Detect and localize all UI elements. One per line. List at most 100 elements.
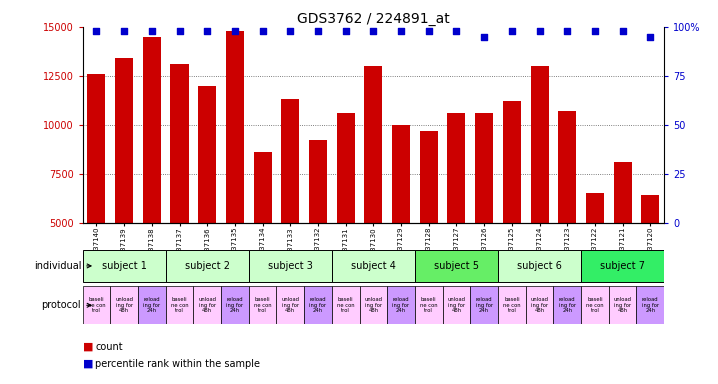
Text: reload
ing for
24h: reload ing for 24h: [642, 297, 659, 313]
Bar: [193, 286, 221, 324]
Bar: [138, 286, 166, 324]
Bar: [248, 286, 276, 324]
Bar: [332, 250, 415, 282]
Text: subject 2: subject 2: [185, 261, 230, 271]
Text: subject 1: subject 1: [102, 261, 146, 271]
Text: unload
ing for
48h: unload ing for 48h: [198, 297, 216, 313]
Bar: [447, 113, 465, 223]
Text: protocol: protocol: [42, 300, 81, 310]
Bar: [281, 99, 299, 223]
Text: subject 3: subject 3: [268, 261, 313, 271]
Point: [506, 28, 518, 34]
Point: [451, 28, 462, 34]
Bar: [226, 31, 244, 223]
Bar: [221, 286, 248, 324]
Point: [229, 28, 241, 34]
Bar: [442, 286, 470, 324]
Bar: [581, 286, 609, 324]
Text: unload
ing for
48h: unload ing for 48h: [364, 297, 383, 313]
Text: baseli
ne con
trol: baseli ne con trol: [337, 297, 355, 313]
Point: [396, 28, 407, 34]
Point: [202, 28, 213, 34]
Text: baseli
ne con
trol: baseli ne con trol: [503, 297, 521, 313]
Point: [284, 28, 296, 34]
Text: unload
ing for
48h: unload ing for 48h: [531, 297, 549, 313]
Bar: [581, 250, 664, 282]
Text: baseli
ne con
trol: baseli ne con trol: [586, 297, 604, 313]
Title: GDS3762 / 224891_at: GDS3762 / 224891_at: [297, 12, 449, 26]
Bar: [392, 125, 410, 223]
Text: subject 5: subject 5: [434, 261, 479, 271]
Bar: [253, 152, 271, 223]
Point: [118, 28, 130, 34]
Bar: [609, 286, 636, 324]
Bar: [415, 250, 498, 282]
Text: baseli
ne con
trol: baseli ne con trol: [88, 297, 106, 313]
Bar: [170, 64, 189, 223]
Bar: [166, 250, 248, 282]
Bar: [526, 286, 554, 324]
Bar: [166, 286, 193, 324]
Point: [146, 28, 157, 34]
Text: unload
ing for
48h: unload ing for 48h: [115, 297, 133, 313]
Bar: [415, 286, 442, 324]
Text: baseli
ne con
trol: baseli ne con trol: [253, 297, 271, 313]
Text: unload
ing for
48h: unload ing for 48h: [447, 297, 465, 313]
Bar: [332, 286, 360, 324]
Bar: [304, 286, 332, 324]
Bar: [88, 74, 106, 223]
Text: unload
ing for
48h: unload ing for 48h: [281, 297, 299, 313]
Point: [312, 28, 324, 34]
Point: [589, 28, 601, 34]
Bar: [83, 250, 166, 282]
Text: subject 4: subject 4: [351, 261, 396, 271]
Text: count: count: [95, 342, 123, 352]
Bar: [558, 111, 577, 223]
Point: [645, 33, 656, 40]
Bar: [276, 286, 304, 324]
Bar: [337, 113, 355, 223]
Bar: [554, 286, 581, 324]
Text: reload
ing for
24h: reload ing for 24h: [475, 297, 493, 313]
Text: reload
ing for
24h: reload ing for 24h: [144, 297, 160, 313]
Bar: [364, 66, 383, 223]
Bar: [83, 286, 111, 324]
Point: [257, 28, 269, 34]
Bar: [614, 162, 632, 223]
Bar: [115, 58, 133, 223]
Bar: [420, 131, 438, 223]
Point: [423, 28, 434, 34]
Point: [174, 28, 185, 34]
Text: baseli
ne con
trol: baseli ne con trol: [420, 297, 437, 313]
Bar: [586, 194, 604, 223]
Text: individual: individual: [34, 261, 81, 271]
Bar: [475, 113, 493, 223]
Text: reload
ing for
24h: reload ing for 24h: [226, 297, 243, 313]
Text: ■: ■: [83, 359, 93, 369]
Bar: [503, 101, 521, 223]
Point: [533, 28, 545, 34]
Text: ■: ■: [83, 342, 93, 352]
Point: [368, 28, 379, 34]
Text: subject 7: subject 7: [600, 261, 645, 271]
Bar: [111, 286, 138, 324]
Bar: [470, 286, 498, 324]
Bar: [143, 37, 161, 223]
Text: subject 6: subject 6: [517, 261, 562, 271]
Text: reload
ing for
24h: reload ing for 24h: [309, 297, 327, 313]
Point: [478, 33, 490, 40]
Text: baseli
ne con
trol: baseli ne con trol: [171, 297, 188, 313]
Bar: [360, 286, 387, 324]
Text: percentile rank within the sample: percentile rank within the sample: [95, 359, 261, 369]
Point: [340, 28, 351, 34]
Point: [617, 28, 628, 34]
Bar: [498, 250, 581, 282]
Point: [90, 28, 102, 34]
Bar: [248, 250, 332, 282]
Text: unload
ing for
48h: unload ing for 48h: [614, 297, 632, 313]
Bar: [531, 66, 549, 223]
Bar: [309, 141, 327, 223]
Bar: [198, 86, 216, 223]
Text: reload
ing for
24h: reload ing for 24h: [393, 297, 409, 313]
Bar: [387, 286, 415, 324]
